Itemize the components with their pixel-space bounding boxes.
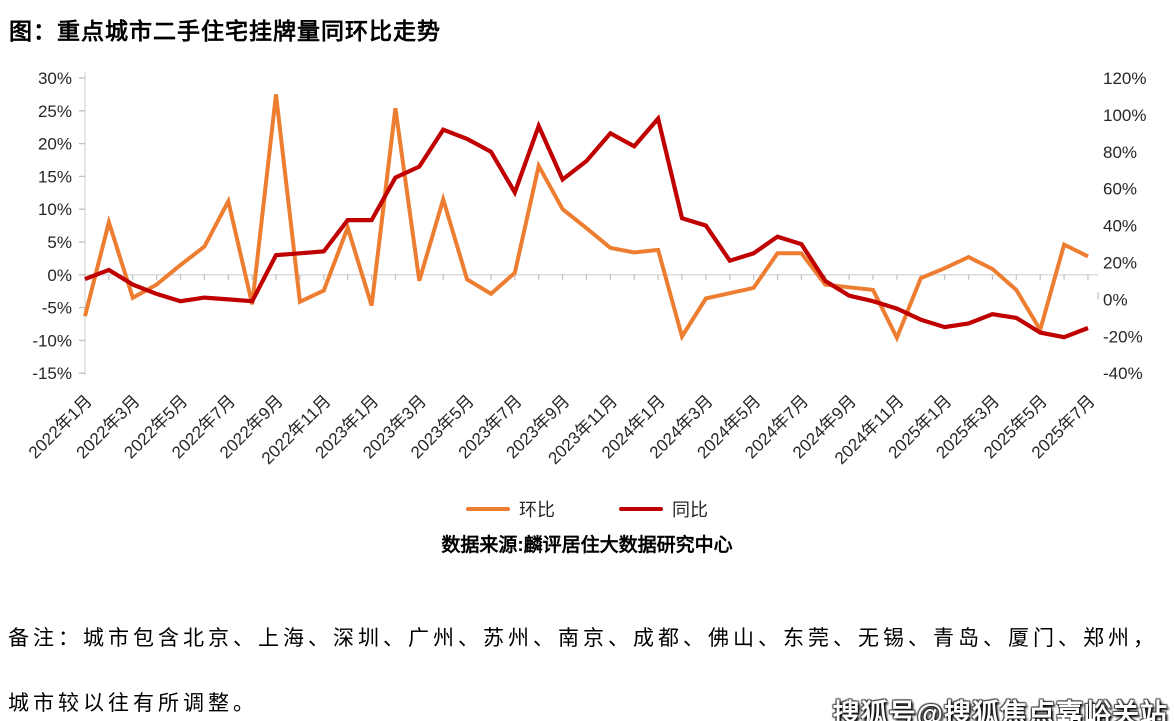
svg-text:-40%: -40% [1103,364,1143,383]
svg-text:0%: 0% [1103,290,1128,309]
svg-text:-15%: -15% [32,364,72,383]
svg-text:60%: 60% [1103,180,1137,199]
svg-text:25%: 25% [38,102,72,121]
footnote-line-1: 备注：城市包含北京、上海、深圳、广州、苏州、南京、成都、佛山、东莞、无锡、青岛、… [8,626,1158,650]
svg-text:40%: 40% [1103,217,1137,236]
chart-title: 图：重点城市二手住宅挂牌量同环比走势 [9,18,441,44]
legend-item-mom: 环比 [466,496,555,522]
svg-text:20%: 20% [1103,254,1137,273]
svg-text:-10%: -10% [32,331,72,350]
svg-text:100%: 100% [1103,106,1146,125]
svg-text:15%: 15% [38,167,72,186]
svg-text:20%: 20% [38,135,72,154]
svg-text:10%: 10% [38,200,72,219]
svg-text:0%: 0% [47,266,72,285]
line-chart-svg: 30% 25% 20% 15% 10% 5% 0% -5% -10% -15% 120% 100% 80… [25,69,1147,468]
legend-item-yoy: 同比 [619,496,708,522]
legend-label-yoy: 同比 [672,500,708,520]
svg-text:80%: 80% [1103,143,1137,162]
legend-label-mom: 环比 [519,500,555,520]
chart-legend: 环比 同比 [0,496,1174,522]
sohu-watermark: 搜狐号@搜狐焦点嘉峪关站 [832,699,1168,721]
svg-text:-5%: -5% [42,299,72,318]
svg-text:120%: 120% [1103,69,1146,88]
yoy-line-swatch-icon [619,507,663,511]
svg-text:30%: 30% [38,69,72,88]
svg-text:5%: 5% [47,233,72,252]
mom-line-swatch-icon [466,507,510,511]
data-source-caption: 数据来源:麟评居住大数据研究中心 [441,535,733,556]
svg-text:-20%: -20% [1103,327,1143,346]
footnote-line-2: 城市较以往有所调整。 [8,691,258,715]
